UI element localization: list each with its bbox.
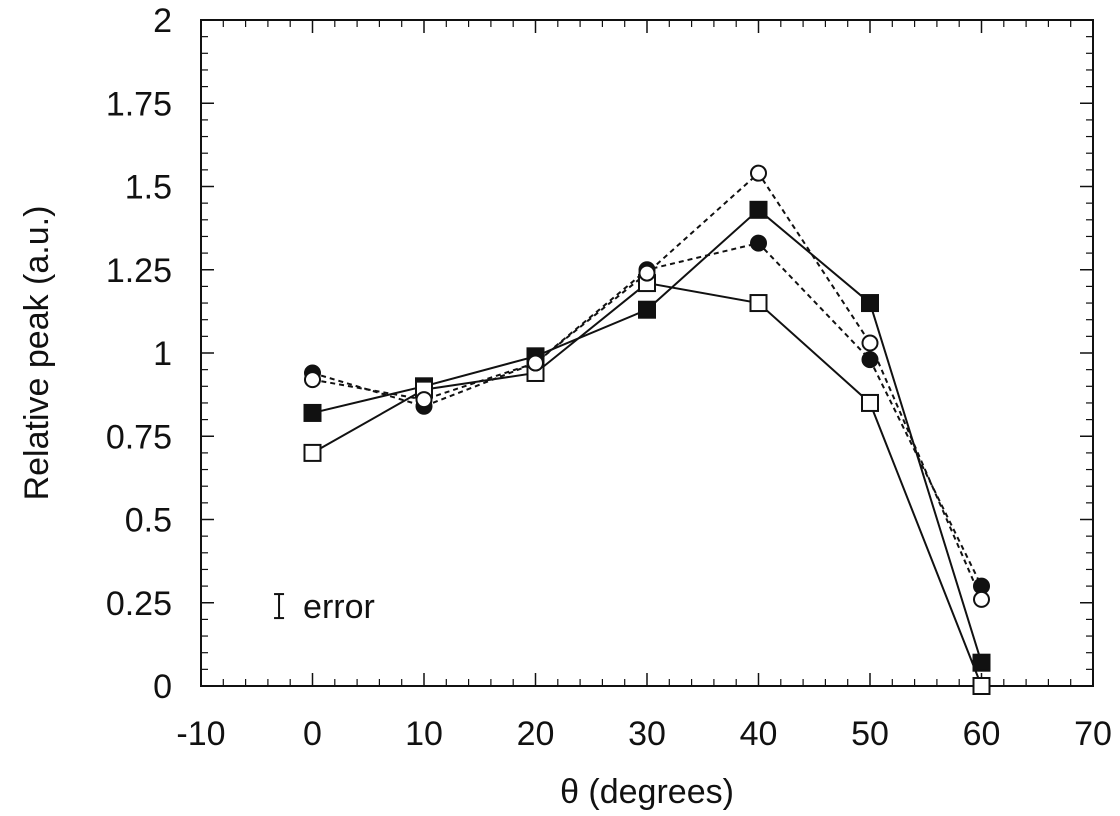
x-tick-label: 20 [517, 715, 555, 753]
x-tick-label: 40 [740, 715, 778, 753]
data-point-filled-circle [861, 351, 879, 369]
series-4-marker-group [304, 164, 990, 608]
error-annotation: error [274, 588, 375, 626]
y-tick-label: 1 [153, 335, 172, 373]
tick-labels: -10 0 10 20 30 40 50 60 7000.250.50.7511.251.51.… [106, 2, 1112, 753]
data-point-open-square [972, 677, 991, 695]
data-point-open-circle [415, 391, 433, 409]
data-point-filled-square [861, 294, 879, 313]
y-tick-label: 1.5 [125, 169, 172, 207]
plot-frame [200, 19, 1094, 687]
error-label: error [303, 588, 375, 626]
y-tick-label: 0.5 [125, 502, 172, 540]
x-tick-label: 10 [405, 715, 443, 753]
y-tick-label: 0.75 [106, 418, 172, 456]
ticks [200, 19, 1094, 687]
x-axis-title: θ (degrees) [560, 773, 734, 811]
data-point-filled-circle [750, 234, 767, 252]
data-point-open-circle [973, 590, 990, 608]
series-2-marker-group [303, 274, 991, 695]
series-layer [303, 164, 991, 695]
x-tick-label: 70 [1074, 715, 1112, 753]
data-point-open-square [303, 443, 322, 462]
series-2-line [312, 282, 983, 687]
series-2-line-group [312, 282, 983, 687]
x-tick-label: -10 [176, 715, 225, 753]
x-tick-label: 0 [303, 715, 322, 753]
data-point-filled-square [303, 403, 322, 422]
data-point-open-circle [750, 164, 767, 182]
y-tick-label: 2 [153, 2, 172, 40]
x-tick-label: 60 [963, 715, 1001, 753]
y-tick-label: 1.75 [106, 85, 172, 123]
series-4-line-group [312, 171, 983, 600]
x-tick-label: 30 [628, 715, 666, 753]
data-point-open-square [861, 393, 879, 412]
y-tick-label: 1.25 [106, 252, 172, 290]
y-tick-label: 0.25 [106, 585, 172, 623]
series-3-line-group [312, 242, 983, 587]
series-3-line [312, 242, 983, 587]
data-point-filled-square [749, 200, 768, 219]
data-point-open-circle [527, 354, 544, 372]
data-point-open-square [749, 294, 768, 313]
data-point-filled-square [638, 300, 656, 319]
error-bar-icon [274, 593, 285, 620]
data-point-open-circle [638, 264, 656, 282]
data-point-filled-square [972, 653, 991, 672]
data-point-open-circle [304, 371, 321, 389]
y-tick-label: 0 [153, 668, 172, 706]
x-tick-label: 50 [851, 715, 889, 753]
data-point-open-circle [861, 334, 879, 352]
y-axis-title: Relative peak (a.u.) [18, 206, 56, 501]
series-4-line [312, 171, 983, 600]
